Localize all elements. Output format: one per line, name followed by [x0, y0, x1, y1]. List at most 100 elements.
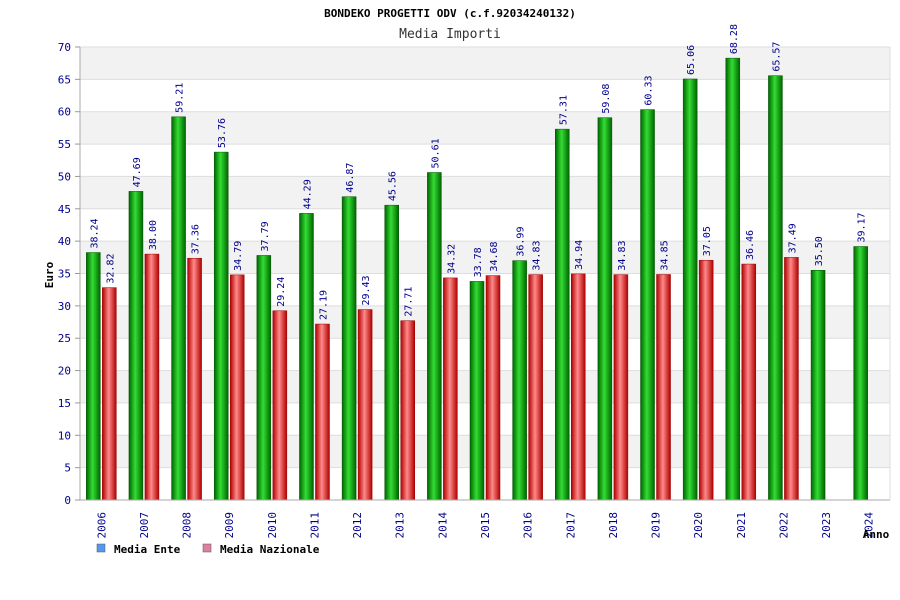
data-label: 32.82 [105, 253, 116, 283]
bar-media-nazionale-2014 [443, 277, 458, 501]
bar-media-nazionale-2012 [357, 309, 373, 501]
data-label: 65.06 [686, 45, 697, 75]
y-tick-label: 5 [64, 462, 71, 475]
y-tick-label: 25 [58, 332, 71, 345]
x-tick-label: 2022 [777, 512, 790, 539]
legend-label: Media Ente [114, 543, 181, 556]
y-axis-label: Euro [43, 261, 56, 288]
data-label: 37.36 [191, 224, 202, 254]
data-label: 38.24 [89, 218, 100, 248]
chart-subtitle: Media Importi [399, 27, 501, 42]
y-tick-label: 65 [58, 73, 71, 86]
bar-media-nazionale-2021 [741, 263, 757, 501]
x-tick-label: 2015 [479, 512, 492, 539]
data-label: 53.76 [217, 118, 228, 148]
x-axis-label: Anno [863, 528, 890, 541]
y-tick-label: 50 [58, 170, 71, 183]
bar-media-nazionale-2020 [698, 259, 714, 501]
bar-media-ente-2019 [640, 109, 655, 501]
grid-band [80, 111, 890, 145]
x-tick-label: 2017 [564, 512, 577, 539]
x-tick-label: 2009 [223, 512, 236, 539]
grid-band [80, 47, 890, 80]
bar-media-nazionale-2022 [784, 257, 799, 501]
x-tick-label: 2016 [522, 512, 535, 539]
data-label: 59.21 [175, 83, 186, 113]
data-label: 35.50 [814, 236, 825, 266]
data-label: 34.32 [446, 244, 457, 274]
bar-media-ente-2023 [810, 270, 826, 501]
y-tick-label: 20 [58, 365, 71, 378]
legend-swatch [96, 543, 106, 553]
y-tick-label: 15 [58, 397, 71, 410]
bar-media-ente-2020 [682, 78, 698, 501]
bar-media-ente-2014 [427, 172, 442, 501]
bar-media-ente-2009 [213, 151, 229, 501]
y-tick-label: 40 [58, 235, 71, 248]
data-label: 36.99 [516, 227, 527, 257]
y-tick-label: 70 [58, 41, 71, 54]
x-tick-label: 2010 [266, 512, 279, 539]
data-label: 29.24 [276, 277, 287, 307]
bar-media-nazionale-2010 [272, 310, 288, 501]
y-tick-label: 0 [64, 494, 71, 507]
bar-media-ente-2011 [299, 213, 314, 501]
data-label: 57.31 [558, 95, 569, 125]
data-label: 34.79 [233, 241, 244, 271]
data-label: 27.71 [404, 287, 415, 317]
data-label: 39.17 [857, 212, 868, 242]
bar-media-nazionale-2017 [571, 273, 586, 501]
data-label: 44.29 [302, 179, 313, 209]
bar-media-ente-2022 [768, 75, 783, 501]
data-label: 34.83 [532, 240, 543, 270]
x-tick-label: 2018 [607, 512, 620, 539]
x-tick-label: 2008 [181, 512, 194, 539]
bar-media-nazionale-2013 [400, 320, 415, 501]
y-tick-label: 55 [58, 138, 71, 151]
bar-media-ente-2021 [725, 57, 741, 501]
x-tick-label: 2024 [863, 512, 876, 539]
data-label: 59.08 [601, 84, 612, 114]
data-label: 65.57 [771, 42, 782, 72]
data-label: 45.56 [388, 171, 399, 201]
bar-media-ente-2015 [469, 281, 485, 501]
data-label: 38.00 [148, 220, 159, 250]
legend-swatch [202, 543, 212, 553]
data-label: 34.94 [574, 240, 585, 270]
data-label: 33.78 [473, 247, 484, 277]
data-label: 50.61 [430, 138, 441, 168]
bar-media-ente-2024 [853, 246, 868, 501]
legend-label: Media Nazionale [220, 543, 320, 556]
bar-media-ente-2018 [597, 117, 613, 501]
bar-media-ente-2006 [86, 252, 101, 501]
bar-media-ente-2010 [256, 255, 272, 501]
x-tick-label: 2013 [394, 512, 407, 539]
bar-media-ente-2008 [171, 116, 186, 501]
bar-media-ente-2012 [341, 196, 357, 501]
x-tick-label: 2011 [308, 512, 321, 539]
x-tick-label: 2020 [692, 512, 705, 539]
bar-media-nazionale-2016 [528, 274, 543, 501]
bar-media-nazionale-2011 [315, 323, 330, 501]
bar-media-nazionale-2008 [187, 257, 202, 501]
data-label: 37.49 [787, 223, 798, 253]
x-tick-label: 2021 [735, 512, 748, 539]
bar-media-ente-2013 [384, 204, 399, 501]
data-label: 46.87 [345, 163, 356, 193]
y-tick-label: 35 [58, 268, 71, 281]
data-label: 37.79 [260, 221, 271, 251]
bar-media-nazionale-2006 [102, 287, 117, 501]
data-label: 34.68 [489, 241, 500, 271]
bar-media-ente-2017 [555, 128, 570, 501]
data-label: 36.46 [745, 230, 756, 260]
bar-media-nazionale-2018 [613, 274, 629, 501]
bar-media-nazionale-2007 [144, 253, 160, 501]
data-label: 29.43 [361, 275, 372, 305]
y-tick-label: 10 [58, 429, 71, 442]
data-label: 27.19 [318, 290, 329, 320]
y-tick-label: 45 [58, 203, 71, 216]
x-tick-label: 2019 [650, 512, 663, 539]
y-tick-label: 30 [58, 300, 71, 313]
data-label: 60.33 [644, 75, 655, 105]
